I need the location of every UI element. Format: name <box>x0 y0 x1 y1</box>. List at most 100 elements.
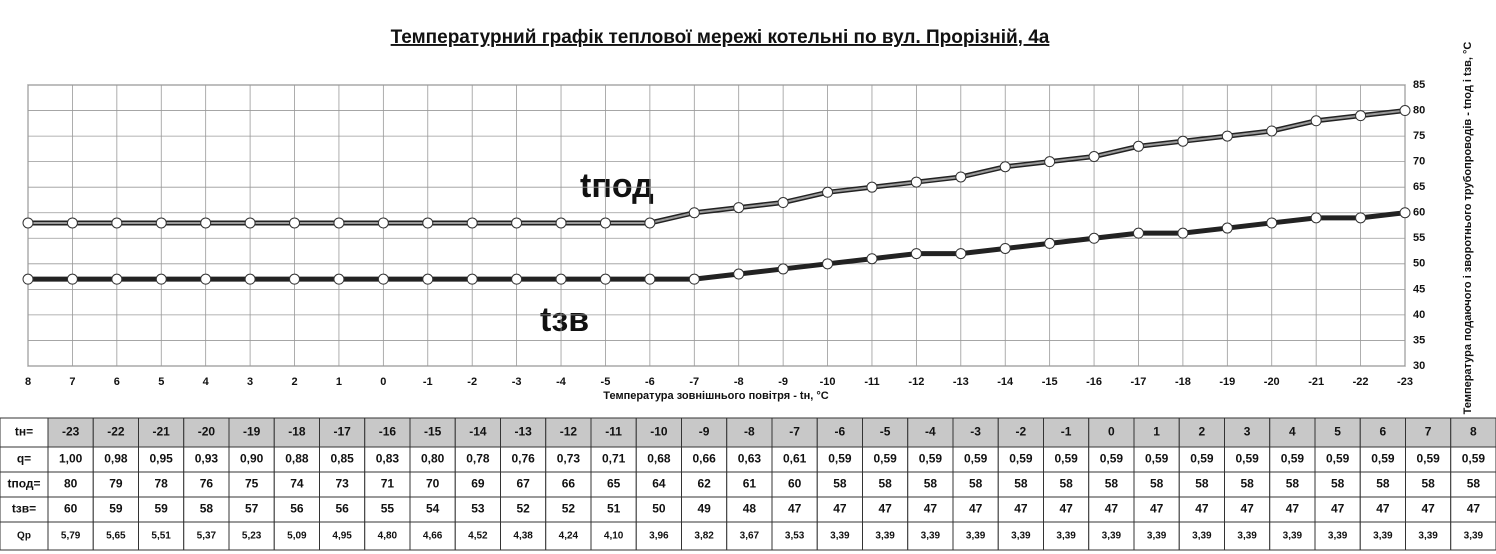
table-cell <box>816 521 863 551</box>
data-point <box>1088 232 1100 244</box>
data-point <box>244 273 256 285</box>
table-text: 47 <box>1467 502 1481 516</box>
table-cell <box>454 521 501 551</box>
table-text: 0,68 <box>647 452 671 466</box>
data-point <box>688 273 700 285</box>
table-text: 47 <box>1421 502 1435 516</box>
table-text: 3,39 <box>1192 531 1212 542</box>
data-point <box>599 217 611 229</box>
table-text: tзв= <box>12 502 36 516</box>
table-text: 0,59 <box>1462 452 1486 466</box>
table-text: 0,76 <box>511 452 535 466</box>
table-text: 47 <box>1376 502 1390 516</box>
table-cell <box>1178 521 1225 551</box>
table-cell <box>92 446 139 473</box>
table-text: -8 <box>744 425 755 439</box>
x-tick-label: -3 <box>512 376 522 388</box>
table-text: 66 <box>562 477 576 491</box>
data-point <box>155 217 167 229</box>
table-cell <box>500 496 547 523</box>
table-cell <box>0 496 49 523</box>
table-text: 71 <box>381 477 395 491</box>
table-text: 3,39 <box>1373 531 1393 542</box>
table-cell <box>545 496 592 523</box>
x-tick-label: -18 <box>1175 376 1191 388</box>
data-point <box>200 217 212 229</box>
data-point <box>1355 212 1367 224</box>
table-text: 3,96 <box>649 531 669 542</box>
table-text: 47 <box>1014 502 1028 516</box>
x-tick-label: -21 <box>1308 376 1324 388</box>
table-text: 0,59 <box>1190 452 1214 466</box>
table-cell <box>364 496 411 523</box>
table-text: -7 <box>789 425 800 439</box>
table-text: 3,39 <box>1328 531 1348 542</box>
table-text: -6 <box>835 425 846 439</box>
y-tick-label: 85 <box>1413 79 1425 91</box>
table-text: 1,00 <box>59 452 83 466</box>
table-text: 57 <box>245 502 259 516</box>
table-cell <box>500 417 547 448</box>
x-tick-label: 7 <box>69 376 75 388</box>
data-point <box>155 273 167 285</box>
table-text: 3 <box>1244 425 1251 439</box>
data-point <box>1310 115 1322 127</box>
table-text: 3,39 <box>1011 531 1031 542</box>
table-cell <box>138 471 185 498</box>
table-text: 0,59 <box>873 452 897 466</box>
table-text: 3,39 <box>1056 531 1076 542</box>
table-text: 73 <box>335 477 349 491</box>
data-point <box>599 273 611 285</box>
table-text: 53 <box>471 502 485 516</box>
table-text: -11 <box>605 425 622 439</box>
data-point <box>466 273 478 285</box>
table-cell <box>454 417 501 448</box>
data-point <box>1355 110 1367 122</box>
table-cell <box>681 496 728 523</box>
table-text: 0,80 <box>421 452 445 466</box>
data-point <box>644 217 656 229</box>
table-text: -1 <box>1061 425 1072 439</box>
table-cell <box>1269 521 1316 551</box>
y-tick-label: 65 <box>1413 181 1425 193</box>
table-cell <box>1043 521 1090 551</box>
table-text: 5,23 <box>242 531 262 542</box>
table-text: 1 <box>1153 425 1160 439</box>
table-text: 47 <box>1240 502 1254 516</box>
table-cell <box>907 417 954 448</box>
table-text: 58 <box>1105 477 1119 491</box>
data-point <box>66 217 78 229</box>
y-tick-label: 55 <box>1413 232 1425 244</box>
x-tick-label: -23 <box>1397 376 1413 388</box>
table-text: 58 <box>1421 477 1435 491</box>
table-text: 0,90 <box>240 452 264 466</box>
table-text: 4 <box>1289 425 1296 439</box>
table-text: 6 <box>1380 425 1387 439</box>
table-text: -13 <box>514 425 532 439</box>
table-text: 58 <box>1467 477 1481 491</box>
table-text: 4,38 <box>513 531 533 542</box>
table-cell <box>952 521 999 551</box>
table-text: 78 <box>154 477 168 491</box>
table-cell <box>1450 496 1496 523</box>
table-text: -5 <box>880 425 891 439</box>
table-text: 3,53 <box>785 531 805 542</box>
table-text: 59 <box>109 502 123 516</box>
data-point <box>1266 125 1278 137</box>
table-text: 5,51 <box>151 531 171 542</box>
data-point <box>866 253 878 265</box>
data-point <box>955 171 967 183</box>
data-point <box>733 268 745 280</box>
table-text: 3,39 <box>1147 531 1167 542</box>
table-text: 3,39 <box>1283 531 1303 542</box>
table-text: 0,59 <box>964 452 988 466</box>
table-text: 3,39 <box>921 531 941 542</box>
table-cell <box>590 521 637 551</box>
table-cell <box>183 446 230 473</box>
table-text: 3,67 <box>740 531 760 542</box>
data-point <box>111 217 123 229</box>
table-text: 65 <box>607 477 621 491</box>
x-tick-label: -9 <box>778 376 788 388</box>
data-point <box>1399 207 1411 219</box>
table-text: 0,88 <box>285 452 309 466</box>
